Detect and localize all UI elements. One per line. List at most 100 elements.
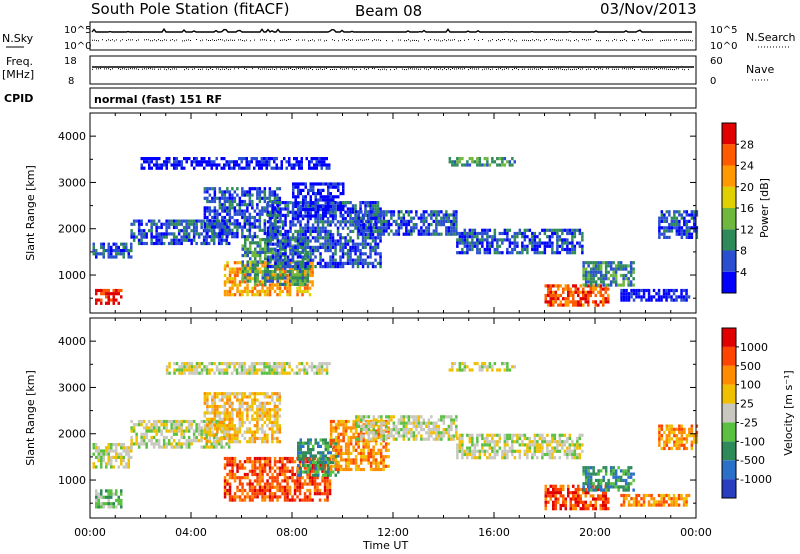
power-cell <box>337 185 340 189</box>
power-cell <box>329 201 332 205</box>
velocity-cell <box>271 408 274 412</box>
velocity-cell <box>278 430 282 434</box>
velocity-cell <box>213 417 217 421</box>
velocity-cell <box>238 430 242 434</box>
power-cell <box>339 211 342 215</box>
power-cell <box>374 229 377 233</box>
nave-dot <box>108 68 109 70</box>
power-cell <box>369 207 372 211</box>
power-cell <box>430 223 433 227</box>
power-cell <box>670 219 674 223</box>
power-cell <box>473 244 477 248</box>
power-cell <box>329 195 332 199</box>
velocity-cell <box>238 460 242 464</box>
velocity-cell <box>177 426 181 430</box>
nsearch-dot <box>690 39 691 41</box>
power-cell <box>162 232 166 236</box>
power-cell <box>442 223 446 227</box>
velocity-cell <box>261 476 264 480</box>
power-cell <box>291 265 295 269</box>
power-cell <box>102 292 105 296</box>
velocity-cell <box>253 492 257 496</box>
power-cell <box>609 283 613 287</box>
power-cell <box>279 258 282 262</box>
power-cell <box>291 260 294 264</box>
power-cell <box>678 229 681 233</box>
power-cell <box>180 235 183 239</box>
power-cell <box>294 239 297 243</box>
power-cell <box>241 276 244 280</box>
power-cell <box>263 261 267 265</box>
power-cell <box>486 235 489 239</box>
power-cell <box>561 228 564 232</box>
power-cell <box>311 223 315 227</box>
power-cell <box>246 193 249 197</box>
power-cell <box>445 232 448 236</box>
power-cell <box>228 212 232 216</box>
velocity-cell <box>95 446 98 450</box>
power-cell <box>202 219 206 223</box>
velocity-cell <box>258 436 262 441</box>
nsearch-dot <box>406 40 407 42</box>
power-cell <box>258 166 261 170</box>
power-cell <box>331 242 335 246</box>
power-cell <box>168 160 171 164</box>
nsearch-dot <box>612 40 613 42</box>
velocity-cell <box>206 401 209 405</box>
power-cell <box>581 238 584 242</box>
power-cell <box>301 217 305 221</box>
power-cell <box>579 284 582 288</box>
nave-dot <box>660 68 661 70</box>
velocity-cell <box>296 482 299 486</box>
velocity-cell <box>311 466 314 470</box>
velocity-cell <box>268 495 272 499</box>
power-cell <box>284 257 287 261</box>
power-cell <box>147 229 151 233</box>
power-cell <box>374 245 377 249</box>
power-cell <box>299 270 302 274</box>
velocity-cell <box>218 398 222 402</box>
power-cell <box>299 233 302 237</box>
power-cell <box>274 229 277 233</box>
velocity-cell <box>271 466 274 470</box>
power-cell <box>266 250 269 254</box>
velocity-cell <box>115 443 118 447</box>
power-cell <box>357 223 361 227</box>
power-cell <box>327 185 330 189</box>
velocity-cell <box>100 505 103 509</box>
power-cell <box>291 255 295 259</box>
power-cell <box>592 287 595 291</box>
power-cell <box>245 160 248 164</box>
velocity-cell <box>261 408 264 412</box>
velocity-cell <box>211 411 214 415</box>
velocity-cell <box>137 419 141 424</box>
nave-dot <box>456 68 457 70</box>
velocity-cell <box>236 411 239 415</box>
power-cell <box>155 225 158 230</box>
power-cell <box>346 226 350 230</box>
power-cell <box>291 249 295 253</box>
velocity-cell <box>317 473 320 477</box>
velocity-cell <box>152 435 156 440</box>
velocity-cell <box>326 476 329 480</box>
velocity-cell <box>251 469 254 473</box>
velocity-cell <box>253 433 257 437</box>
power-cell <box>286 236 290 240</box>
power-cell <box>271 233 275 237</box>
power-cell <box>518 231 522 236</box>
velocity-cell <box>307 470 310 474</box>
power-cell <box>346 258 350 262</box>
nsearch-dot <box>106 40 107 42</box>
power-cell <box>256 196 259 200</box>
power-cell <box>231 286 234 290</box>
power-cell <box>107 242 110 246</box>
velocity-cell <box>304 464 307 468</box>
power-cell <box>543 231 547 236</box>
power-cell <box>339 245 342 249</box>
power-cell <box>442 213 446 217</box>
power-cell <box>223 163 226 167</box>
power-cell <box>521 241 524 245</box>
power-cell <box>531 247 534 252</box>
power-cell <box>445 219 448 223</box>
